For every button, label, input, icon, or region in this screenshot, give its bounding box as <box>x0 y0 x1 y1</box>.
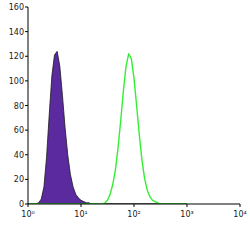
x-tick-label: 10³ <box>180 210 193 219</box>
y-tick-label: 0 <box>19 200 24 209</box>
histogram-area <box>28 51 187 204</box>
x-tick-label: 10² <box>127 210 140 219</box>
y-tick <box>25 80 28 81</box>
y-tick <box>25 130 28 131</box>
y-tick <box>25 31 28 32</box>
y-tick <box>25 154 28 155</box>
x-tick-label: 10¹ <box>74 210 87 219</box>
x-tick <box>28 204 29 207</box>
x-tick <box>81 204 82 207</box>
histogram-line <box>28 54 187 204</box>
y-tick-label: 120 <box>9 52 24 61</box>
x-tick-label: 10⁴ <box>233 210 246 219</box>
y-tick-label: 140 <box>9 28 24 37</box>
y-tick-label: 160 <box>9 3 24 12</box>
y-tick <box>25 7 28 8</box>
y-tick-label: 100 <box>9 77 24 86</box>
y-tick-label: 60 <box>14 126 24 135</box>
y-tick <box>25 56 28 57</box>
y-tick-label: 80 <box>14 102 24 111</box>
x-tick <box>187 204 188 207</box>
plot-marks <box>28 51 187 204</box>
y-tick <box>25 105 28 106</box>
x-tick <box>240 204 241 207</box>
y-tick-label: 40 <box>14 151 24 160</box>
chart: 0 20 40 60 80 100 120 140 160 10⁰ 10¹ 10² 10³ 10⁴ <box>0 0 250 225</box>
y-tick-label: 20 <box>14 175 24 184</box>
x-tick-label: 10⁰ <box>21 210 34 219</box>
y-tick <box>25 179 28 180</box>
x-tick <box>134 204 135 207</box>
